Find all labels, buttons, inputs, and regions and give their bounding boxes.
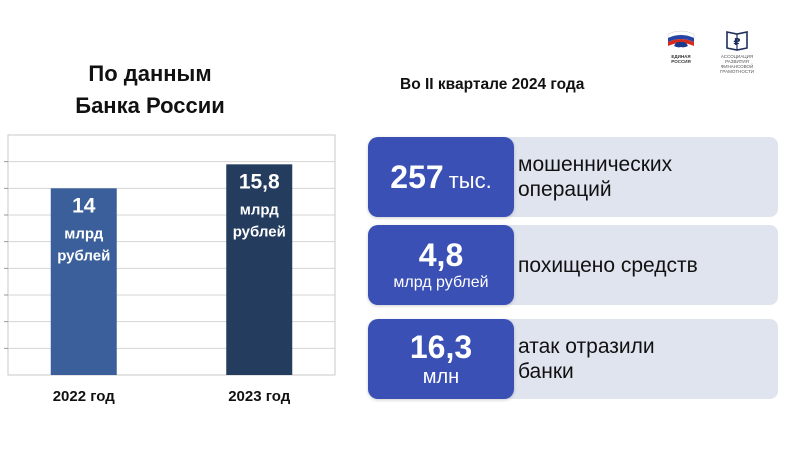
stat-row-attacks: атак отразили банки 16,3 млн bbox=[368, 319, 778, 399]
chart-data-label-unit: рублей bbox=[57, 247, 110, 264]
stat-unit: млрд рублей bbox=[393, 274, 489, 291]
chart-data-label-value: 14 bbox=[72, 194, 96, 217]
stat-row-stolen: похищено средств 4,8 млрд рублей bbox=[368, 225, 778, 305]
left-heading-line-1: По данным bbox=[88, 61, 212, 86]
stat-value-box: 16,3 млн bbox=[368, 319, 514, 399]
chart-data-label-unit: млрд bbox=[240, 201, 279, 218]
stat-value: 257 bbox=[390, 159, 444, 195]
bar-chart: 14 млрд рублей 15,8 млрд рублей 2022 год 2023 … bbox=[4, 134, 336, 405]
stat-description-panel: мошеннических операций bbox=[488, 137, 778, 217]
stat-description-line-2: операций bbox=[518, 178, 612, 201]
party-logo-line-1: ЕДИНАЯ bbox=[671, 54, 691, 59]
stat-description-line-1: атак отразили bbox=[518, 335, 655, 358]
stat-description-text: похищено средств bbox=[501, 253, 698, 278]
party-logo-line-2: РОССИЯ bbox=[671, 59, 691, 64]
party-logo-text: ЕДИНАЯ РОССИЯ bbox=[671, 54, 690, 64]
party-logo: ЕДИНАЯ РОССИЯ bbox=[666, 28, 696, 64]
stat-description-line-1: похищено средств bbox=[518, 253, 698, 277]
chart-x-tick-label: 2022 год bbox=[53, 388, 116, 405]
stat-unit: млн bbox=[422, 366, 460, 388]
chart-data-label-unit: рублей bbox=[233, 223, 286, 240]
svg-text:₽: ₽ bbox=[734, 37, 741, 48]
chart-bar bbox=[50, 188, 117, 375]
left-heading-line-2: Банка России bbox=[75, 93, 225, 118]
right-heading: Во II квартале 2024 года bbox=[400, 76, 585, 93]
stat-value-box: 257 тыс. bbox=[368, 137, 514, 217]
stat-description-panel: атак отразили банки bbox=[488, 319, 778, 399]
stat-value: 4,8 bbox=[418, 237, 464, 273]
stat-value-inline: 257 тыс. bbox=[390, 159, 491, 195]
chart-data-label-unit: млрд bbox=[64, 225, 103, 242]
stat-description-panel: похищено средств bbox=[488, 225, 778, 305]
logos: ЕДИНАЯ РОССИЯ ₽ АССОЦИАЦИЯ РАЗВИТИЯ ФИНА… bbox=[666, 28, 762, 74]
chart-bars: 14 млрд рублей 15,8 млрд рублей bbox=[50, 164, 293, 375]
chart-plot-frame bbox=[7, 134, 336, 376]
chart-bar bbox=[226, 164, 293, 375]
chart-data-label-value: 15,8 bbox=[239, 170, 280, 193]
ruble-book-icon: ₽ bbox=[726, 31, 748, 51]
stat-unit: тыс. bbox=[448, 168, 492, 193]
stat-row-operations: мошеннических операций 257 тыс. bbox=[368, 137, 778, 217]
stat-description-line-1: мошеннических bbox=[518, 153, 673, 176]
stat-value: 16,3 bbox=[409, 329, 473, 365]
bear-flag-icon bbox=[667, 30, 695, 48]
chart-x-tick-label: 2023 год bbox=[228, 388, 291, 405]
chart-x-labels: 2022 год 2023 год bbox=[53, 388, 291, 405]
stat-value-box: 4,8 млрд рублей bbox=[368, 225, 514, 305]
association-logo-text: АССОЦИАЦИЯ РАЗВИТИЯ ФИНАНСОВОЙ ГРАМОТНОС… bbox=[720, 54, 754, 74]
stat-description-line-2: банки bbox=[518, 360, 574, 383]
stat-description-text: атак отразили банки bbox=[501, 334, 655, 384]
left-heading: По данным Банка России bbox=[40, 58, 260, 122]
association-logo: ₽ АССОЦИАЦИЯ РАЗВИТИЯ ФИНАНСОВОЙ ГРАМОТН… bbox=[712, 28, 762, 74]
stat-description-text: мошеннических операций bbox=[500, 152, 673, 202]
